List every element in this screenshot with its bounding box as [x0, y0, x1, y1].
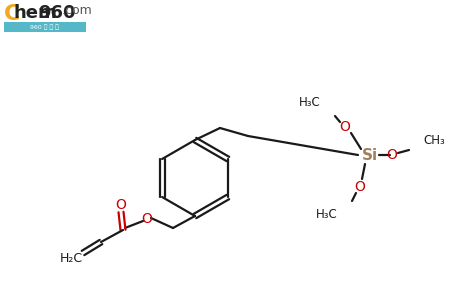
- Text: H₂C: H₂C: [59, 251, 82, 265]
- Text: O: O: [116, 198, 127, 212]
- Text: O: O: [339, 120, 350, 134]
- Text: 960 化 工 网: 960 化 工 网: [30, 24, 60, 30]
- Text: Si: Si: [362, 147, 378, 163]
- Text: C: C: [4, 4, 20, 24]
- FancyBboxPatch shape: [4, 22, 86, 32]
- Text: H₃C: H₃C: [299, 96, 321, 108]
- Text: O: O: [387, 148, 397, 162]
- Text: O: O: [355, 180, 365, 194]
- Text: .com: .com: [62, 4, 93, 17]
- Text: O: O: [142, 212, 153, 226]
- Text: hem: hem: [14, 4, 58, 22]
- Text: H₃C: H₃C: [316, 207, 338, 221]
- Text: CH₃: CH₃: [423, 134, 445, 146]
- Text: 960: 960: [38, 4, 75, 22]
